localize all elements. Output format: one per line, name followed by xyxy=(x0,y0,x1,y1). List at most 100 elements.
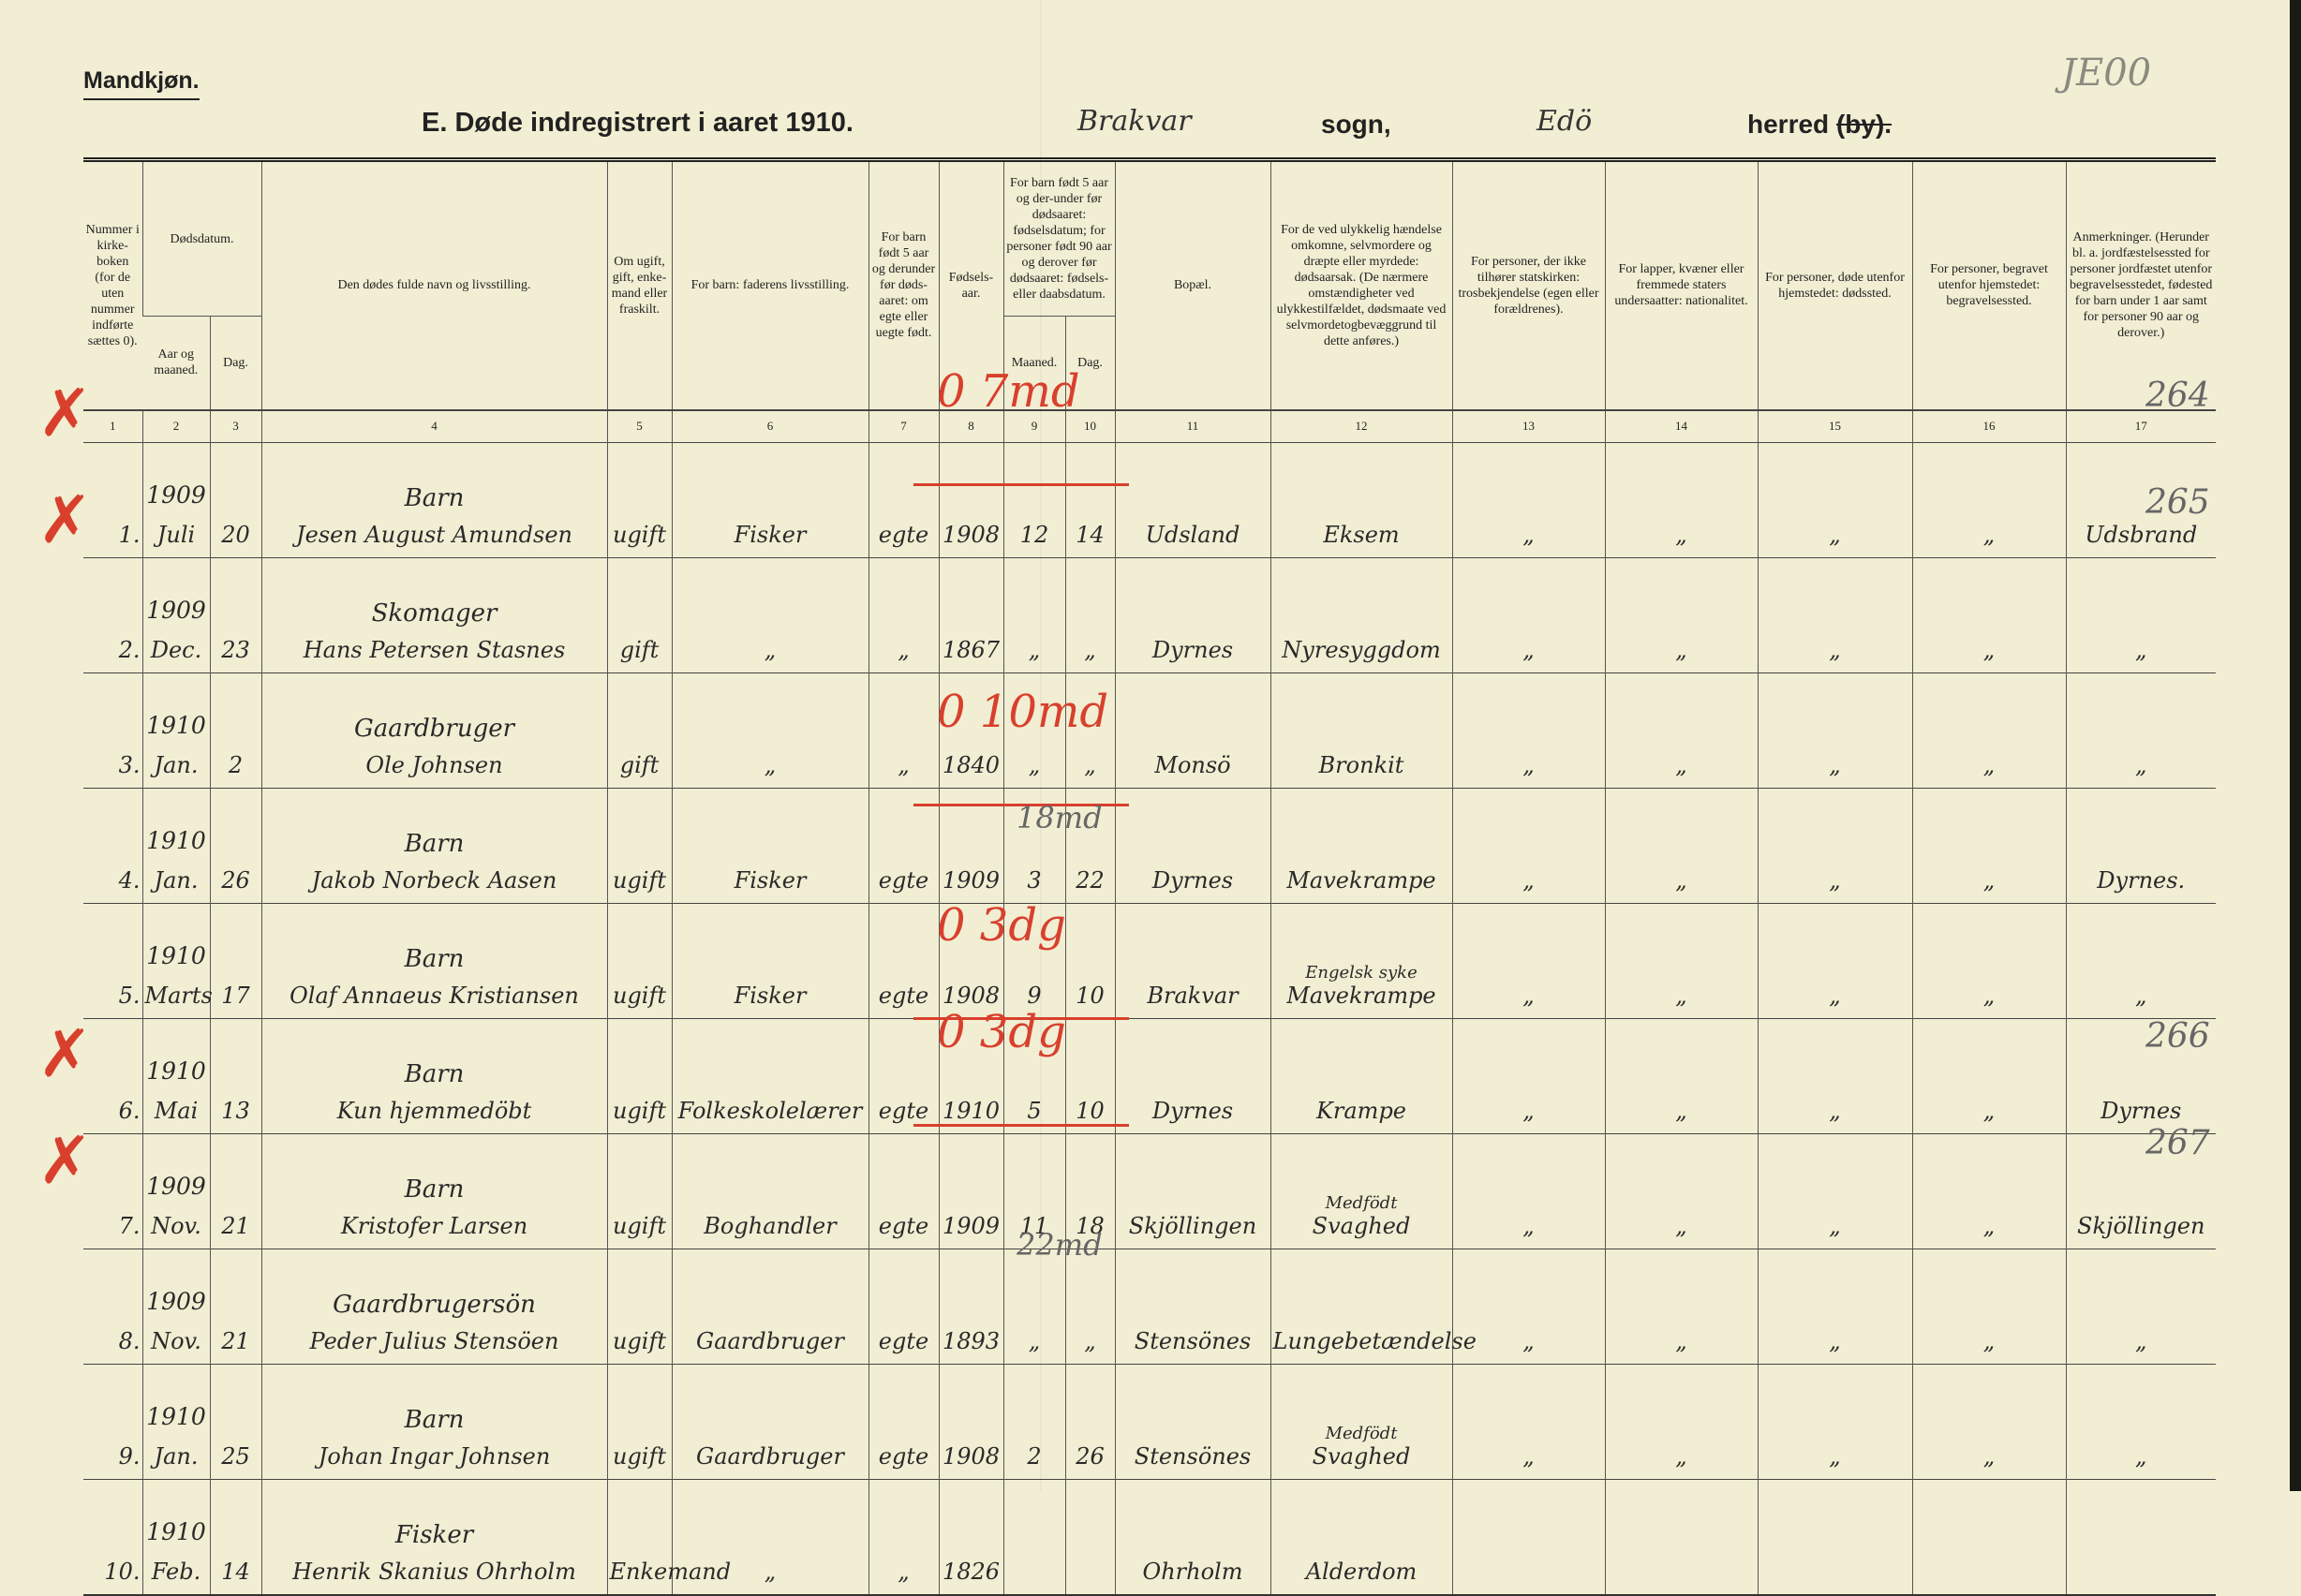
residence: Skjöllingen xyxy=(1128,1212,1257,1239)
c15-cell xyxy=(1757,1478,1912,1596)
civil-status-cell: ugift xyxy=(606,902,672,1018)
cause-of-death: Alderdom xyxy=(1305,1558,1418,1585)
birth-day-cell: 10 xyxy=(1064,1017,1115,1133)
occupation: Barn xyxy=(404,1405,465,1434)
birth-month: „ xyxy=(1028,636,1041,663)
name-cell: Barn Kristofer Larsen xyxy=(260,1132,607,1249)
father-occupation: Folkeskolelærer xyxy=(677,1097,863,1124)
entry-number-cell: 2. xyxy=(83,556,142,672)
legitimacy: egte xyxy=(878,982,929,1009)
residence: Dyrnes xyxy=(1151,866,1234,894)
legitimacy: „ xyxy=(898,1558,910,1585)
by-struck: (by). xyxy=(1835,110,1893,139)
red-underline xyxy=(913,483,1129,486)
entry-number-cell: 6. xyxy=(83,1017,142,1133)
death-day-cell: 23 xyxy=(209,556,261,672)
ditto-mark: „ xyxy=(1982,982,1996,1009)
birth-month-cell xyxy=(1002,1478,1065,1596)
ditto-mark: „ xyxy=(1675,1327,1687,1354)
column-number: 6 xyxy=(671,408,868,442)
col-header-day: Dag. xyxy=(209,316,261,410)
birth-year: 1867 xyxy=(942,636,1001,663)
legitimacy-cell: egte xyxy=(868,1132,939,1249)
remark: „ xyxy=(2135,1327,2147,1354)
col-header-remarks: Anmerkninger. (Herunder bl. a. jordfæste… xyxy=(2065,157,2216,410)
red-cross-mark: ✗ xyxy=(37,375,93,451)
cause-cell: Lungebetændelse xyxy=(1269,1248,1477,1364)
occupation: Barn xyxy=(404,483,465,512)
civil-status-cell: ugift xyxy=(606,1132,672,1249)
civil-status-cell: gift xyxy=(606,672,672,788)
birth-year: 1910 xyxy=(942,1097,1001,1124)
father-occupation-cell: Fisker xyxy=(671,902,868,1018)
deceased-name: Jesen August Amundsen xyxy=(296,521,572,548)
name-cell: Gaardbruger Ole Johnsen xyxy=(260,672,607,788)
birth-day: 18 xyxy=(1076,1212,1105,1239)
column-number: 5 xyxy=(606,408,672,442)
civil-status-cell: ugift xyxy=(606,441,672,557)
red-cross-mark: ✗ xyxy=(37,1122,93,1199)
civil-status-cell: ugift xyxy=(606,1248,672,1364)
legitimacy: egte xyxy=(878,1442,929,1470)
residence-cell: Skjöllingen xyxy=(1114,1132,1270,1249)
residence-cell: Stensönes xyxy=(1114,1363,1270,1479)
birth-year-cell: 1908 xyxy=(938,441,1003,557)
civil-status: gift xyxy=(619,751,660,778)
red-age-note: 0 3dg xyxy=(937,899,1066,952)
col-header-number: Nummer i kirke-boken (for de uten nummer… xyxy=(83,157,142,410)
death-day-cell: 14 xyxy=(209,1478,261,1596)
year-month-cell: 1910 Jan. xyxy=(141,1363,210,1479)
col-header-cause: For de ved ulykkelig hændelse omkomne, s… xyxy=(1269,157,1452,410)
father-occupation: Fisker xyxy=(734,866,807,894)
cause-cell: Alderdom xyxy=(1269,1478,1452,1596)
column-number: 4 xyxy=(260,408,607,442)
birth-month: 11 xyxy=(1019,1212,1049,1239)
legitimacy-cell: „ xyxy=(868,672,939,788)
occupation: Gaardbrugersön xyxy=(333,1290,536,1319)
residence: Stensönes xyxy=(1134,1327,1252,1354)
table-row: 2. 1909 Dec. 23 Skomager Hans Petersen Stasne… xyxy=(83,556,2216,672)
birth-month-cell: 12 xyxy=(1002,441,1065,557)
death-month: Feb. xyxy=(151,1558,201,1585)
legitimacy-cell: „ xyxy=(868,1478,939,1596)
death-day: 20 xyxy=(221,521,250,548)
column-number: 12 xyxy=(1269,408,1452,442)
birth-year: 1909 xyxy=(942,866,1001,894)
death-year: 1909 xyxy=(146,596,206,624)
red-underline xyxy=(913,804,1129,806)
cause-cell: Krampe xyxy=(1269,1017,1452,1133)
ditto-mark: „ xyxy=(1829,1212,1841,1239)
cause-of-death: Nyresyggdom xyxy=(1282,636,1441,663)
ditto-mark: „ xyxy=(1982,751,1996,778)
death-year: 1909 xyxy=(146,1287,206,1315)
ditto-mark: „ xyxy=(1522,636,1535,663)
ditto-mark: „ xyxy=(1982,1097,1996,1124)
father-occupation: „ xyxy=(764,1558,777,1585)
death-year: 1910 xyxy=(146,1517,206,1545)
father-occupation-cell: Fisker xyxy=(671,787,868,903)
entry-number: 3. xyxy=(118,751,141,778)
birth-month: 2 xyxy=(1027,1442,1042,1470)
death-day: 13 xyxy=(221,1097,250,1124)
legitimacy-cell: egte xyxy=(868,441,939,557)
entry-number-cell: 10. xyxy=(83,1478,142,1596)
cause-of-death: Mavekrampe xyxy=(1286,982,1436,1009)
cause-note: Medfödt xyxy=(1325,1192,1398,1213)
death-year: 1910 xyxy=(146,941,206,969)
death-month: Jan. xyxy=(154,866,199,894)
civil-status-cell: ugift xyxy=(606,787,672,903)
death-year: 1910 xyxy=(146,1402,206,1430)
col-header-birth-year: Fødsels-aar. xyxy=(938,157,1003,410)
ditto-mark: „ xyxy=(1982,1212,1996,1239)
red-underline xyxy=(913,1124,1129,1127)
cause-cell: Medfödt Svaghed xyxy=(1269,1363,1452,1479)
death-month: Nov. xyxy=(151,1212,201,1239)
column-number: 1 xyxy=(83,408,142,442)
remark: Dyrnes. xyxy=(2097,866,2186,894)
table-row: 10. 1910 Feb. 14 Fisker Henrik Skanius Ohrhol… xyxy=(83,1478,2216,1596)
table-row: 3. 1910 Jan. 2 Gaardbruger Ole Johnsen gift „ „ 1… xyxy=(83,672,2216,788)
birth-day-cell: 14 xyxy=(1064,441,1115,557)
ditto-mark: „ xyxy=(1982,866,1996,894)
c14-cell: „ xyxy=(1604,1248,1758,1364)
birth-year-cell: 1840 xyxy=(938,672,1003,788)
